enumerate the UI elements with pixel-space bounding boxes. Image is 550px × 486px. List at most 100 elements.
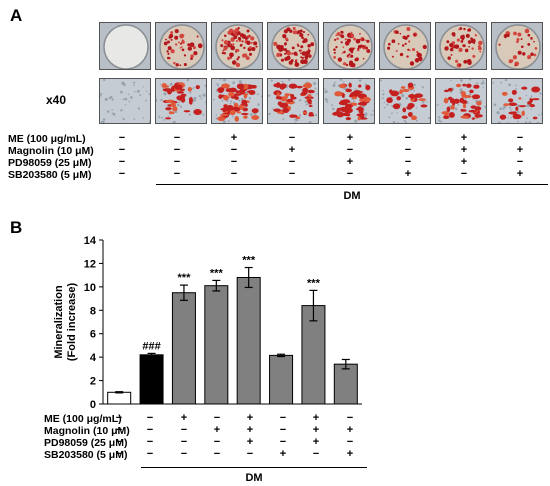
plus-symbol: +	[346, 132, 354, 144]
significance-marker: ***	[307, 277, 321, 289]
treatment-row-label: Magnolin (10 μM)	[44, 425, 130, 437]
y-axis-label: Mineralization	[53, 285, 65, 359]
minus-symbol: −	[279, 412, 287, 424]
significance-marker: ###	[142, 340, 160, 352]
minus-symbol: −	[173, 132, 181, 144]
well-image	[491, 22, 543, 70]
well-image	[267, 22, 319, 70]
minus-symbol: −	[180, 448, 188, 460]
significance-marker: ***	[210, 267, 224, 279]
bar	[269, 354, 294, 405]
micrograph-image	[155, 78, 207, 124]
y-tick-label: 8	[90, 305, 96, 317]
treatment-row-label: PD98059 (25 μM)	[8, 157, 92, 169]
plus-symbol: +	[279, 448, 287, 460]
dm-group-label: DM	[343, 190, 361, 202]
plus-symbol: +	[246, 424, 254, 436]
minus-symbol: −	[115, 412, 123, 424]
plus-symbol: +	[404, 168, 412, 180]
bar	[204, 285, 229, 405]
minus-symbol: −	[404, 132, 412, 144]
treatment-row-label: SB203580 (5 μM)	[44, 449, 128, 461]
minus-symbol: −	[230, 168, 238, 180]
minus-symbol: −	[346, 168, 354, 180]
bar	[171, 292, 196, 405]
treatment-row-label: ME (100 μg/mL)	[8, 133, 86, 145]
minus-symbol: −	[146, 424, 154, 436]
minus-symbol: −	[146, 448, 154, 460]
minus-symbol: −	[516, 132, 524, 144]
plus-symbol: +	[460, 156, 468, 168]
plus-symbol: +	[460, 144, 468, 156]
minus-symbol: −	[312, 448, 320, 460]
y-tick-label: 2	[90, 376, 96, 388]
plus-symbol: +	[312, 436, 320, 448]
magnification-label: x40	[46, 93, 67, 107]
minus-symbol: −	[173, 144, 181, 156]
bar	[333, 363, 358, 405]
minus-symbol: −	[118, 156, 126, 168]
minus-symbol: −	[115, 448, 123, 460]
plus-symbol: +	[346, 424, 354, 436]
panel-a-letter: A	[10, 6, 23, 25]
minus-symbol: −	[288, 156, 296, 168]
plus-symbol: +	[213, 424, 221, 436]
well-image	[99, 22, 151, 70]
significance-marker: ***	[178, 272, 192, 284]
treatment-row-label: Magnolin (10 μM)	[8, 145, 94, 157]
micrograph-image	[491, 78, 543, 124]
micrograph-image	[267, 78, 319, 124]
micrograph-image	[323, 78, 375, 124]
y-tick-label: 10	[84, 282, 96, 294]
minus-symbol: −	[173, 156, 181, 168]
well-image	[379, 22, 431, 70]
panel-b-letter: B	[10, 218, 23, 237]
plus-symbol: +	[230, 132, 238, 144]
minus-symbol: −	[146, 436, 154, 448]
plus-symbol: +	[516, 168, 524, 180]
minus-symbol: −	[118, 144, 126, 156]
minus-symbol: −	[288, 132, 296, 144]
minus-symbol: −	[213, 436, 221, 448]
minus-symbol: −	[118, 168, 126, 180]
minus-symbol: −	[346, 412, 354, 424]
minus-symbol: −	[173, 168, 181, 180]
minus-symbol: −	[288, 168, 296, 180]
well-image	[155, 22, 207, 70]
plus-symbol: +	[460, 132, 468, 144]
plus-symbol: +	[516, 144, 524, 156]
minus-symbol: −	[230, 144, 238, 156]
minus-symbol: −	[246, 448, 254, 460]
minus-symbol: −	[346, 144, 354, 156]
micrograph-image	[435, 78, 487, 124]
minus-symbol: −	[213, 448, 221, 460]
y-tick-label: 14	[84, 235, 97, 247]
minus-symbol: −	[404, 144, 412, 156]
plus-symbol: +	[246, 436, 254, 448]
bar	[139, 354, 164, 405]
plus-symbol: +	[346, 448, 354, 460]
minus-symbol: −	[115, 424, 123, 436]
dm-group-label: DM	[245, 472, 263, 484]
minus-symbol: −	[230, 156, 238, 168]
bar	[236, 276, 261, 405]
treatment-row-label: SB203580 (5 μM)	[8, 169, 92, 181]
treatment-row-label: ME (100 μg/mL)	[44, 413, 122, 425]
well-image	[211, 22, 263, 70]
minus-symbol: −	[279, 424, 287, 436]
y-tick-label: 12	[84, 258, 96, 270]
plus-symbol: +	[346, 156, 354, 168]
y-tick-label: 4	[90, 352, 97, 364]
minus-symbol: −	[404, 156, 412, 168]
plus-symbol: +	[288, 144, 296, 156]
minus-symbol: −	[460, 168, 468, 180]
minus-symbol: −	[115, 436, 123, 448]
plus-symbol: +	[312, 424, 320, 436]
minus-symbol: −	[180, 424, 188, 436]
minus-symbol: −	[118, 132, 126, 144]
dm-group-line	[156, 184, 548, 185]
significance-marker: ***	[242, 255, 256, 267]
well-image	[323, 22, 375, 70]
minus-symbol: −	[146, 412, 154, 424]
